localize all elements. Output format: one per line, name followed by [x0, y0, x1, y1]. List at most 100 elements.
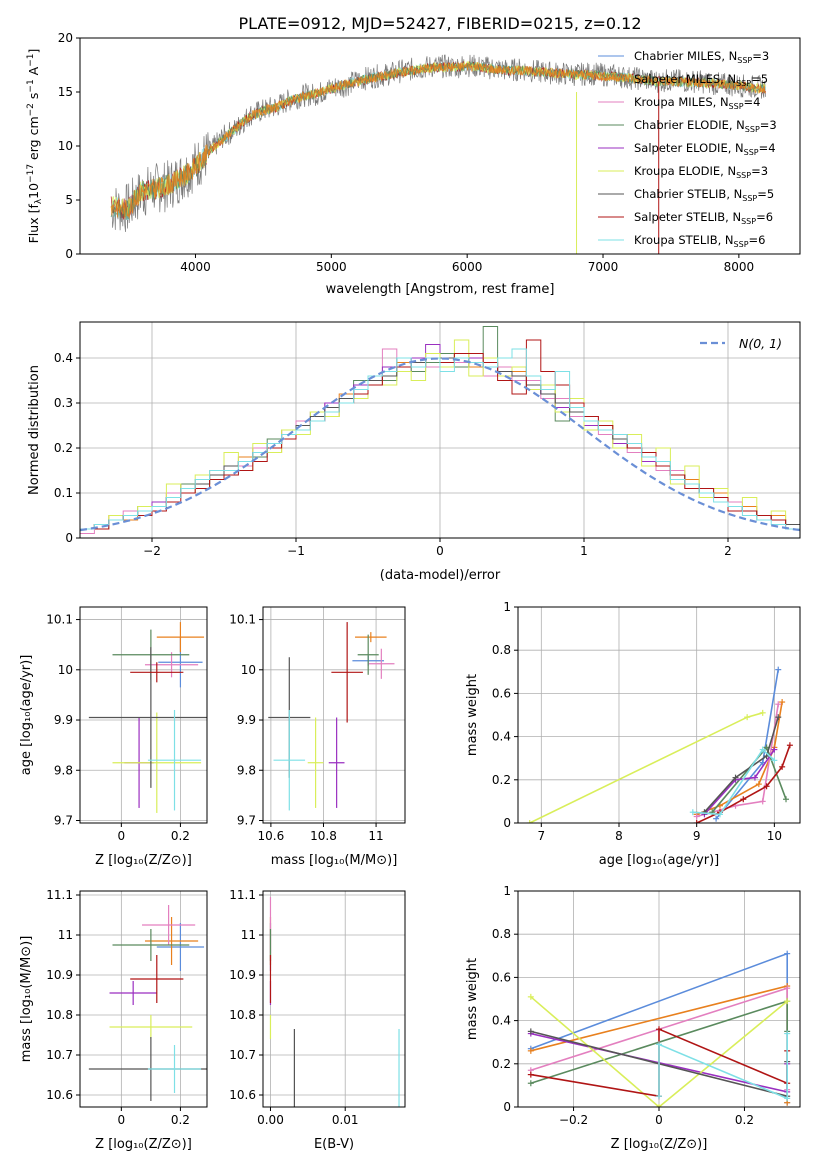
weight-line: [692, 748, 775, 816]
x-tick-label: 0.00: [257, 1113, 284, 1127]
mass_vs_ebv-axes: 0.00 0.01 10.6 10.7 10.8 10.9 11 11.1 E(B-V): [229, 888, 406, 1152]
weight_vs_Z-plot-area: [527, 950, 791, 1107]
y-tick-label: 1: [503, 600, 511, 614]
y-tick-label: 0.2: [492, 773, 511, 787]
spectrum-model-line: [110, 61, 766, 219]
y-tick-label: 10.6: [46, 1088, 73, 1102]
y-tick-label: 9.9: [54, 713, 73, 727]
x-tick-label: 0.2: [735, 1113, 754, 1127]
x-axis-label: wavelength [Angstrom, rest frame]: [326, 282, 555, 297]
age_vs_Z-plot-area: [88, 622, 207, 813]
y-tick-label: 9.7: [237, 813, 256, 827]
x-axis-label: Z [log₁₀(Z/Z⊙)]: [611, 1137, 708, 1152]
x-tick-label: −2: [143, 544, 161, 558]
residual_hist-plot-area: [80, 326, 800, 534]
y-tick-label: 10.1: [229, 613, 256, 627]
age_vs_Z-panel: 0 0.2 9.7 9.8 9.9 10 10.1 Z [log₁₀(Z/Z⊙)] age [l…: [19, 606, 208, 868]
y-axis-label: age [log₁₀(age/yr)]: [19, 655, 34, 776]
y-tick-label: 10.9: [229, 968, 256, 982]
x-tick-label: 0.01: [332, 1113, 359, 1127]
legend-label: Kroupa STELIB, NSSP=6: [634, 233, 765, 249]
x-axis-label: E(B-V): [314, 1137, 354, 1152]
axes-frame: [262, 606, 406, 824]
y-axis-label: mass weight: [465, 674, 480, 756]
y-tick-label: 11: [58, 928, 73, 942]
legend-label: Salpeter STELIB, NSSP=6: [634, 210, 773, 226]
x-tick-label: 10.8: [310, 829, 337, 843]
y-tick-label: 10.8: [229, 1008, 256, 1022]
x-tick-label: 2: [724, 544, 732, 558]
y-tick-label: 0.8: [492, 927, 511, 941]
y-tick-label: 0: [65, 247, 73, 261]
mass_vs_ebv-plot-area: [269, 897, 400, 1107]
x-tick-label: 9: [693, 829, 701, 843]
x-tick-label: 10: [767, 829, 782, 843]
weight-line: [696, 744, 791, 823]
mass_vs_Z-axes: 0 0.2 10.6 10.7 10.8 10.9 11 11.1 Z [log₁₀(Z/Z⊙)…: [19, 888, 208, 1152]
x-tick-label: 10.6: [258, 829, 285, 843]
y-tick-label: 9.9: [237, 713, 256, 727]
y-tick-label: 10.1: [46, 613, 73, 627]
y-tick-label: 9.8: [237, 763, 256, 777]
legend-label: Salpeter ELODIE, NSSP=4: [634, 141, 776, 157]
y-tick-label: 0.4: [492, 1014, 511, 1028]
axes-frame: [517, 606, 801, 824]
x-tick-label: 0.2: [171, 829, 190, 843]
weight_vs_age-panel: 7 8 9 10 0 0.2 0.4 0.6 0.8 1 age [log₁₀(age/yr)] ma…: [465, 600, 801, 868]
x-tick-label: 4000: [180, 260, 211, 274]
x-axis-label: Z [log₁₀(Z/Z⊙)]: [95, 1137, 192, 1152]
x-tick-label: 5000: [316, 260, 347, 274]
weight_vs_Z-panel: −0.2 0 0.2 0 0.2 0.4 0.6 0.8 1 Z [log₁₀(Z/Z⊙)] mas…: [465, 884, 801, 1152]
x-tick-label: 0: [118, 829, 126, 843]
x-tick-label: 0: [655, 1113, 663, 1127]
x-tick-label: 11: [368, 829, 383, 843]
x-tick-label: 0.2: [171, 1113, 190, 1127]
spectrum-plot-area: [110, 54, 766, 254]
weight-line: [529, 712, 763, 823]
y-tick-label: 20: [58, 31, 73, 45]
y-tick-label: 11: [241, 928, 256, 942]
weight_vs_age-axes: 7 8 9 10 0 0.2 0.4 0.6 0.8 1 age [log₁₀(age/yr)] ma…: [465, 600, 801, 868]
y-tick-label: 10.7: [46, 1048, 73, 1062]
residual_hist-axes: −2 −1 0 1 2 0 0.1 0.2 0.3 0.4 (data-model)/error No…: [27, 321, 801, 583]
y-axis-label: Normed distribution: [27, 365, 42, 495]
x-tick-label: 1: [580, 544, 588, 558]
age_vs_mass-plot-area: [268, 622, 395, 811]
y-axis-label: Flux [fλ10−17 erg cm−2 s−1 A−1]: [26, 49, 44, 244]
age_vs_mass-axes: 10.6 10.8 11 9.7 9.8 9.9 10 10.1 mass [log₁₀(M/M…: [229, 606, 406, 868]
x-tick-label: 8: [615, 829, 623, 843]
axes-frame: [79, 606, 208, 824]
y-tick-label: 0: [503, 816, 511, 830]
x-tick-label: −0.2: [559, 1113, 588, 1127]
mass_vs_Z-panel: 0 0.2 10.6 10.7 10.8 10.9 11 11.1 Z [log₁₀(Z/Z⊙)…: [19, 888, 208, 1152]
legend-label: N(0, 1): [739, 336, 782, 351]
y-axis-label: mass [log₁₀(M/M⊙)]: [19, 936, 34, 1063]
residual-legend: N(0, 1): [700, 336, 782, 351]
mass_vs_Z-plot-area: [88, 905, 207, 1101]
y-axis-label: mass weight: [465, 958, 480, 1040]
y-tick-label: 15: [58, 85, 73, 99]
legend-label: Salpeter MILES, NSSP=5: [634, 72, 768, 88]
y-tick-label: 11.1: [46, 888, 73, 902]
histogram-step: [80, 348, 800, 530]
axes-frame: [262, 890, 406, 1108]
y-tick-label: 11.1: [229, 888, 256, 902]
mass_vs_ebv-panel: 0.00 0.01 10.6 10.7 10.8 10.9 11 11.1 E(B-V): [229, 888, 406, 1152]
legend-label: Chabrier STELIB, NSSP=5: [634, 187, 774, 203]
y-tick-label: 0.3: [54, 396, 73, 410]
age_vs_mass-panel: 10.6 10.8 11 9.7 9.8 9.9 10 10.1 mass [log₁₀(M/M…: [229, 606, 406, 868]
weight_vs_Z-axes: −0.2 0 0.2 0 0.2 0.4 0.6 0.8 1 Z [log₁₀(Z/Z⊙)] mas…: [465, 884, 801, 1152]
x-tick-label: 6000: [452, 260, 483, 274]
normal-curve: [80, 357, 800, 532]
spectrum-panel: 4000 5000 6000 7000 8000 0 5 10 15 20 wavelength […: [26, 31, 801, 297]
y-tick-label: 0.8: [492, 643, 511, 657]
weight-line: [696, 704, 779, 818]
y-tick-label: 9.7: [54, 813, 73, 827]
figure-title: PLATE=0912, MJD=52427, FIBERID=0215, z=0…: [238, 14, 641, 33]
y-tick-label: 10.7: [229, 1048, 256, 1062]
weight_vs_age-plot-area: [526, 666, 793, 823]
y-tick-label: 10.9: [46, 968, 73, 982]
age_vs_Z-axes: 0 0.2 9.7 9.8 9.9 10 10.1 Z [log₁₀(Z/Z⊙)] age [l…: [19, 606, 208, 868]
spectrum-axes: 4000 5000 6000 7000 8000 0 5 10 15 20 wavelength […: [26, 31, 801, 297]
